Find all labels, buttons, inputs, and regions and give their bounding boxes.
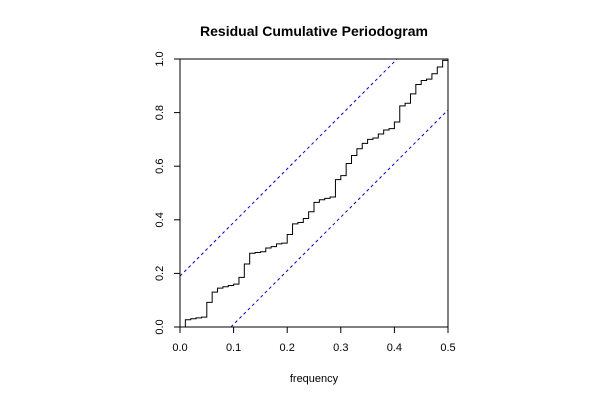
x-axis-label: frequency bbox=[290, 373, 339, 385]
y-axis: 0.0 0.2 0.4 0.6 0.8 1.0 bbox=[154, 51, 180, 335]
y-tick-label: 0.6 bbox=[154, 159, 166, 174]
x-tick-label: 0.4 bbox=[387, 342, 402, 354]
x-tick-label: 0.2 bbox=[280, 342, 295, 354]
x-tick-label: 0.3 bbox=[333, 342, 348, 354]
chart-title: Residual Cumulative Periodogram bbox=[200, 23, 428, 39]
y-tick-label: 0.2 bbox=[154, 266, 166, 281]
y-tick-label: 0.4 bbox=[154, 212, 166, 227]
upper-bound-dashed-line bbox=[180, 59, 398, 277]
x-tick-label: 0.0 bbox=[172, 342, 187, 354]
plot-frame bbox=[179, 58, 449, 328]
x-tick-label: 0.1 bbox=[226, 342, 241, 354]
x-tick-label: 0.5 bbox=[440, 342, 455, 354]
y-tick-label: 0.0 bbox=[154, 319, 166, 334]
x-axis: 0.0 0.1 0.2 0.3 0.4 0.5 bbox=[172, 327, 456, 354]
periodogram-step-line bbox=[180, 59, 448, 327]
y-tick-label: 1.0 bbox=[154, 51, 166, 66]
lower-bound-dashed-line bbox=[230, 109, 448, 327]
series-layer bbox=[180, 59, 448, 327]
y-tick-label: 0.8 bbox=[154, 105, 166, 120]
